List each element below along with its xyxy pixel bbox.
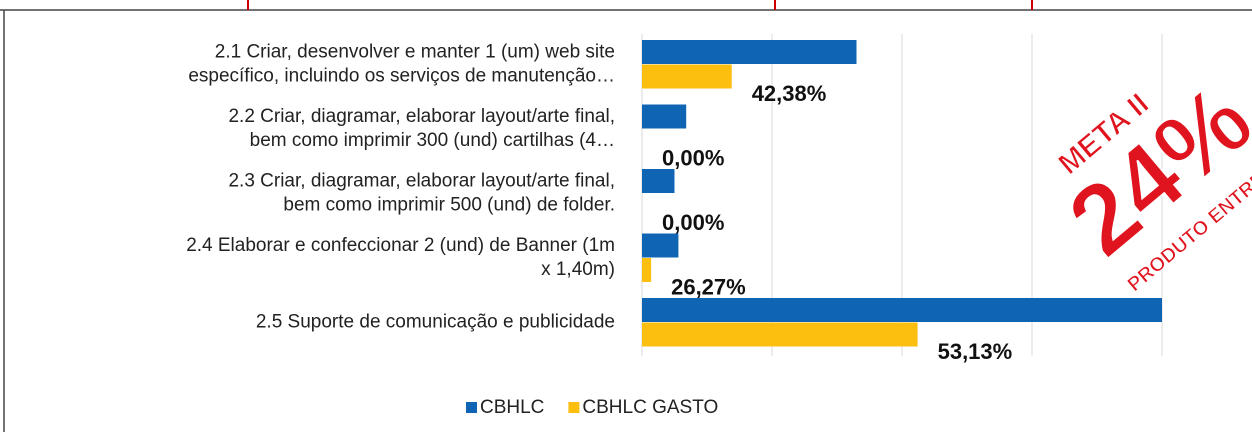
- category-label: 2.5 Suporte de comunicação e publicidade: [256, 312, 615, 333]
- legend-label: CBHLC: [480, 397, 544, 418]
- percent-label: 53,13%: [938, 339, 1013, 364]
- category-label: específico, incluindo os serviços de man…: [188, 66, 615, 87]
- bar: [642, 298, 1162, 322]
- legend-swatch: [466, 402, 477, 413]
- bar: [642, 233, 679, 258]
- bar: [642, 169, 675, 193]
- bar: [642, 322, 918, 347]
- percent-label: 26,27%: [671, 274, 746, 299]
- legend-swatch: [568, 402, 580, 413]
- bar: [642, 104, 687, 129]
- category-label: 2.3 Criar, diagramar, elaborar layout/ar…: [228, 171, 615, 192]
- bar: [642, 258, 652, 282]
- category-label: 2.1 Criar, desenvolver e manter 1 (um) w…: [215, 42, 615, 63]
- category-label: x 1,40m): [541, 259, 615, 280]
- bar: [642, 64, 732, 89]
- percent-label: 0,00%: [662, 210, 724, 235]
- stamp-big: 24%: [1048, 63, 1252, 277]
- bar: [642, 40, 857, 64]
- category-label: bem como imprimir 300 (und) cartilhas (4…: [250, 130, 615, 151]
- legend-label: CBHLC GASTO: [582, 397, 718, 418]
- percent-label: 42,38%: [752, 81, 827, 106]
- percent-label: 0,00%: [662, 145, 724, 170]
- category-label: 2.2 Criar, diagramar, elaborar layout/ar…: [228, 106, 615, 127]
- category-label: bem como imprimir 500 (und) de folder.: [283, 195, 615, 216]
- category-label: 2.4 Elaborar e confeccionar 2 (und) de B…: [186, 235, 615, 256]
